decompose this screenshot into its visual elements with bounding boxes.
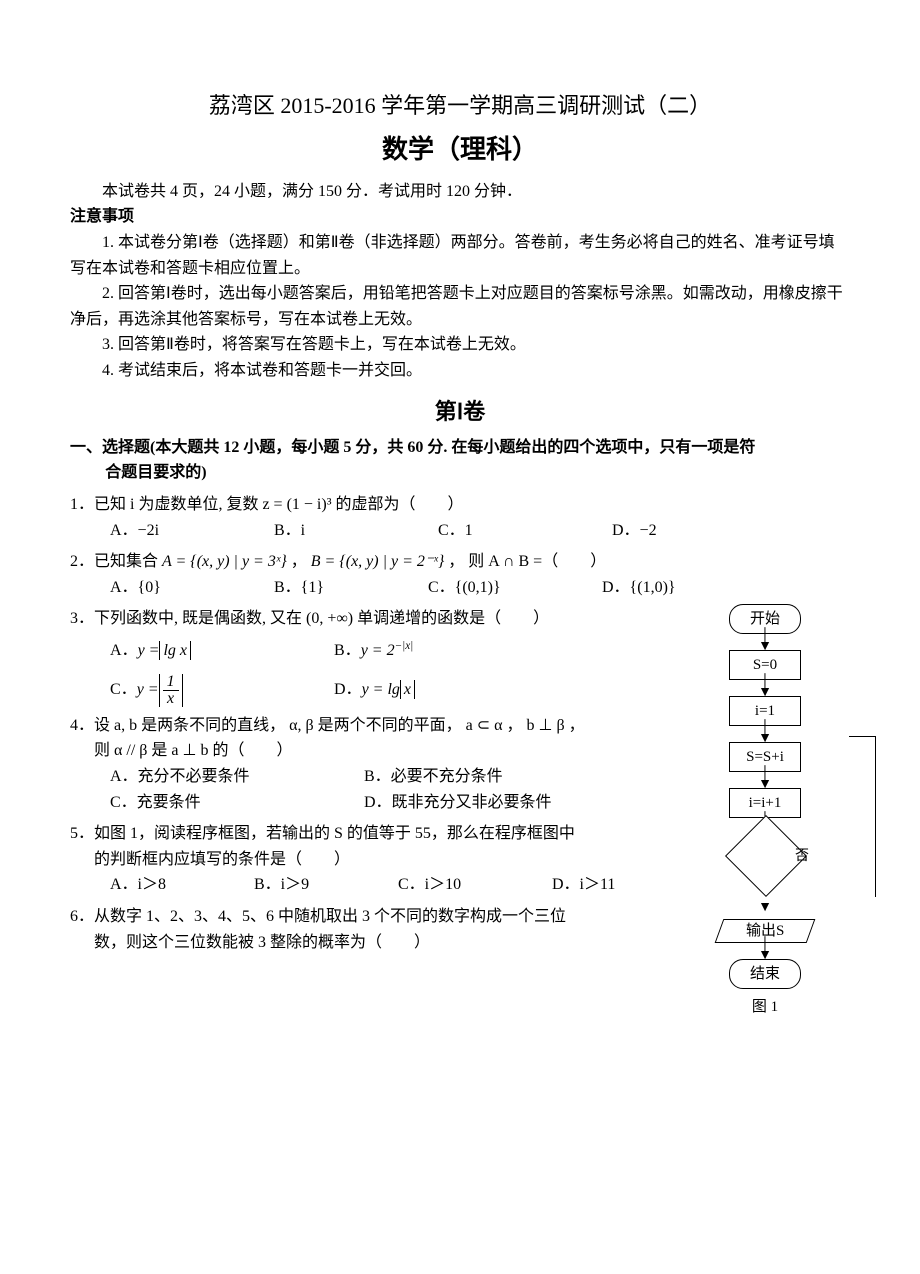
q3-a-lead: A．	[110, 638, 138, 664]
exam-subject: 数学（理科）	[70, 129, 850, 171]
q3-b-lead: B．	[334, 638, 361, 664]
q4-option-d: D．既非充分又非必要条件	[364, 790, 614, 816]
flow-arrow: │▼	[680, 941, 850, 961]
q1-option-a: A．−2i	[110, 518, 270, 544]
q3-b-exp: −|x|	[395, 640, 414, 652]
question-2: 2．已知集合 A = {(x, y) | y = 3ˣ} ， B = {(x, …	[70, 549, 850, 600]
notice-3: 3. 回答第Ⅱ卷时，将答案写在答题卡上，写在本试卷上无效。	[70, 332, 850, 358]
q3-c-abs: 1x	[159, 674, 183, 707]
flow-decision: 否	[725, 834, 805, 876]
q3-option-a: A．y = lg x	[110, 638, 330, 664]
flowchart: 开始 │▼ S=0 │▼ i=1 │▼ S=S+i │▼ i=i+1 │▼ 否 …	[680, 604, 850, 989]
notice-4: 4. 考试结束后，将本试卷和答题卡一并交回。	[70, 358, 850, 384]
notice-2: 2. 回答第Ⅰ卷时，选出每小题答案后，用铅笔把答题卡上对应题目的答案标号涂黑。如…	[70, 281, 850, 332]
q3-d-abs: x	[400, 680, 415, 699]
section-heading: 一、选择题(本大题共 12 小题，每小题 5 分，共 60 分. 在每小题给出的…	[70, 435, 850, 486]
q2-option-a: A．{0}	[110, 575, 270, 601]
q3-a-pre: y =	[138, 638, 160, 664]
q5-option-d: D．i＞11	[552, 872, 672, 898]
q1-option-c: C．1	[438, 518, 608, 544]
q3-c-frac: 1x	[163, 674, 179, 707]
flowchart-caption: 图 1	[680, 995, 850, 1019]
q4-option-a: A．充分不必要条件	[110, 764, 360, 790]
q5-option-a: A．i＞8	[110, 872, 250, 898]
flow-loop-edge	[849, 736, 876, 897]
notice-heading: 注意事项	[70, 204, 850, 230]
q3-c-lead: C．	[110, 677, 137, 703]
q4-option-b: B．必要不充分条件	[364, 764, 614, 790]
flow-arrow: │▼	[680, 632, 850, 652]
flow-arrow: │▼	[680, 678, 850, 698]
flow-arrow: │▼	[680, 770, 850, 790]
q2-mid: ，	[287, 553, 311, 570]
flow-label-no: 否	[795, 846, 809, 868]
flow-arrow: │▼	[680, 724, 850, 744]
q3-b-base: y = 2	[361, 638, 395, 664]
q2-option-b: B．{1}	[274, 575, 424, 601]
q5-option-c: C．i＞10	[398, 872, 548, 898]
q3-d-pre: y = lg	[362, 677, 400, 703]
q1-option-d: D．−2	[612, 518, 732, 544]
q3-d-lead: D．	[334, 677, 362, 703]
section-heading-line2: 合题目要求的)	[105, 460, 850, 486]
q2-stem: 2．已知集合 A = {(x, y) | y = 3ˣ} ， B = {(x, …	[70, 549, 850, 575]
q3-option-d: D．y = lgx	[334, 677, 494, 703]
q2-stem-pre: 2．已知集合	[70, 553, 162, 570]
q3-c-pre: y =	[137, 677, 159, 703]
q2-setA: A = {(x, y) | y = 3ˣ}	[162, 553, 287, 570]
q3-option-b: B．y = 2−|x|	[334, 638, 534, 664]
q2-option-d: D．{(1,0)}	[602, 575, 742, 601]
notice-1: 1. 本试卷分第Ⅰ卷（选择题）和第Ⅱ卷（非选择题）两部分。答卷前，考生务必将自己…	[70, 230, 850, 281]
exam-title-line1: 荔湾区 2015-2016 学年第一学期高三调研测试（二）	[70, 88, 850, 123]
q5-option-b: B．i＞9	[254, 872, 394, 898]
q2-options: A．{0} B．{1} C．{(0,1)} D．{(1,0)}	[110, 575, 850, 601]
flow-end: 结束	[729, 959, 801, 989]
flowchart-figure: 开始 │▼ S=0 │▼ i=1 │▼ S=S+i │▼ i=i+1 │▼ 否 …	[680, 604, 850, 1019]
q3-a-abs: lg x	[159, 641, 191, 660]
q2-setB: B = {(x, y) | y = 2⁻ˣ}	[311, 553, 444, 570]
q1-option-b: B．i	[274, 518, 434, 544]
section-heading-line1: 一、选择题(本大题共 12 小题，每小题 5 分，共 60 分. 在每小题给出的…	[70, 439, 755, 456]
flow-output: 输出S	[715, 919, 816, 943]
q4-option-c: C．充要条件	[110, 790, 360, 816]
q1-stem: 1．已知 i 为虚数单位, 复数 z = (1 − i)³ 的虚部为（ ）	[70, 492, 850, 518]
q3-option-c: C．y = 1x	[110, 674, 330, 707]
q2-option-c: C．{(0,1)}	[428, 575, 598, 601]
q2-stem-post: ， 则 A ∩ B =（ ）	[444, 553, 606, 570]
part1-title: 第Ⅰ卷	[70, 394, 850, 429]
q3-c-num: 1	[163, 674, 179, 691]
q3-c-den: x	[163, 691, 179, 707]
question-1: 1．已知 i 为虚数单位, 复数 z = (1 − i)³ 的虚部为（ ） A．…	[70, 492, 850, 543]
exam-intro: 本试卷共 4 页，24 小题，满分 150 分．考试用时 120 分钟．	[70, 179, 850, 205]
q1-options: A．−2i B．i C．1 D．−2	[110, 518, 850, 544]
flow-output-text: 输出S	[746, 920, 784, 942]
